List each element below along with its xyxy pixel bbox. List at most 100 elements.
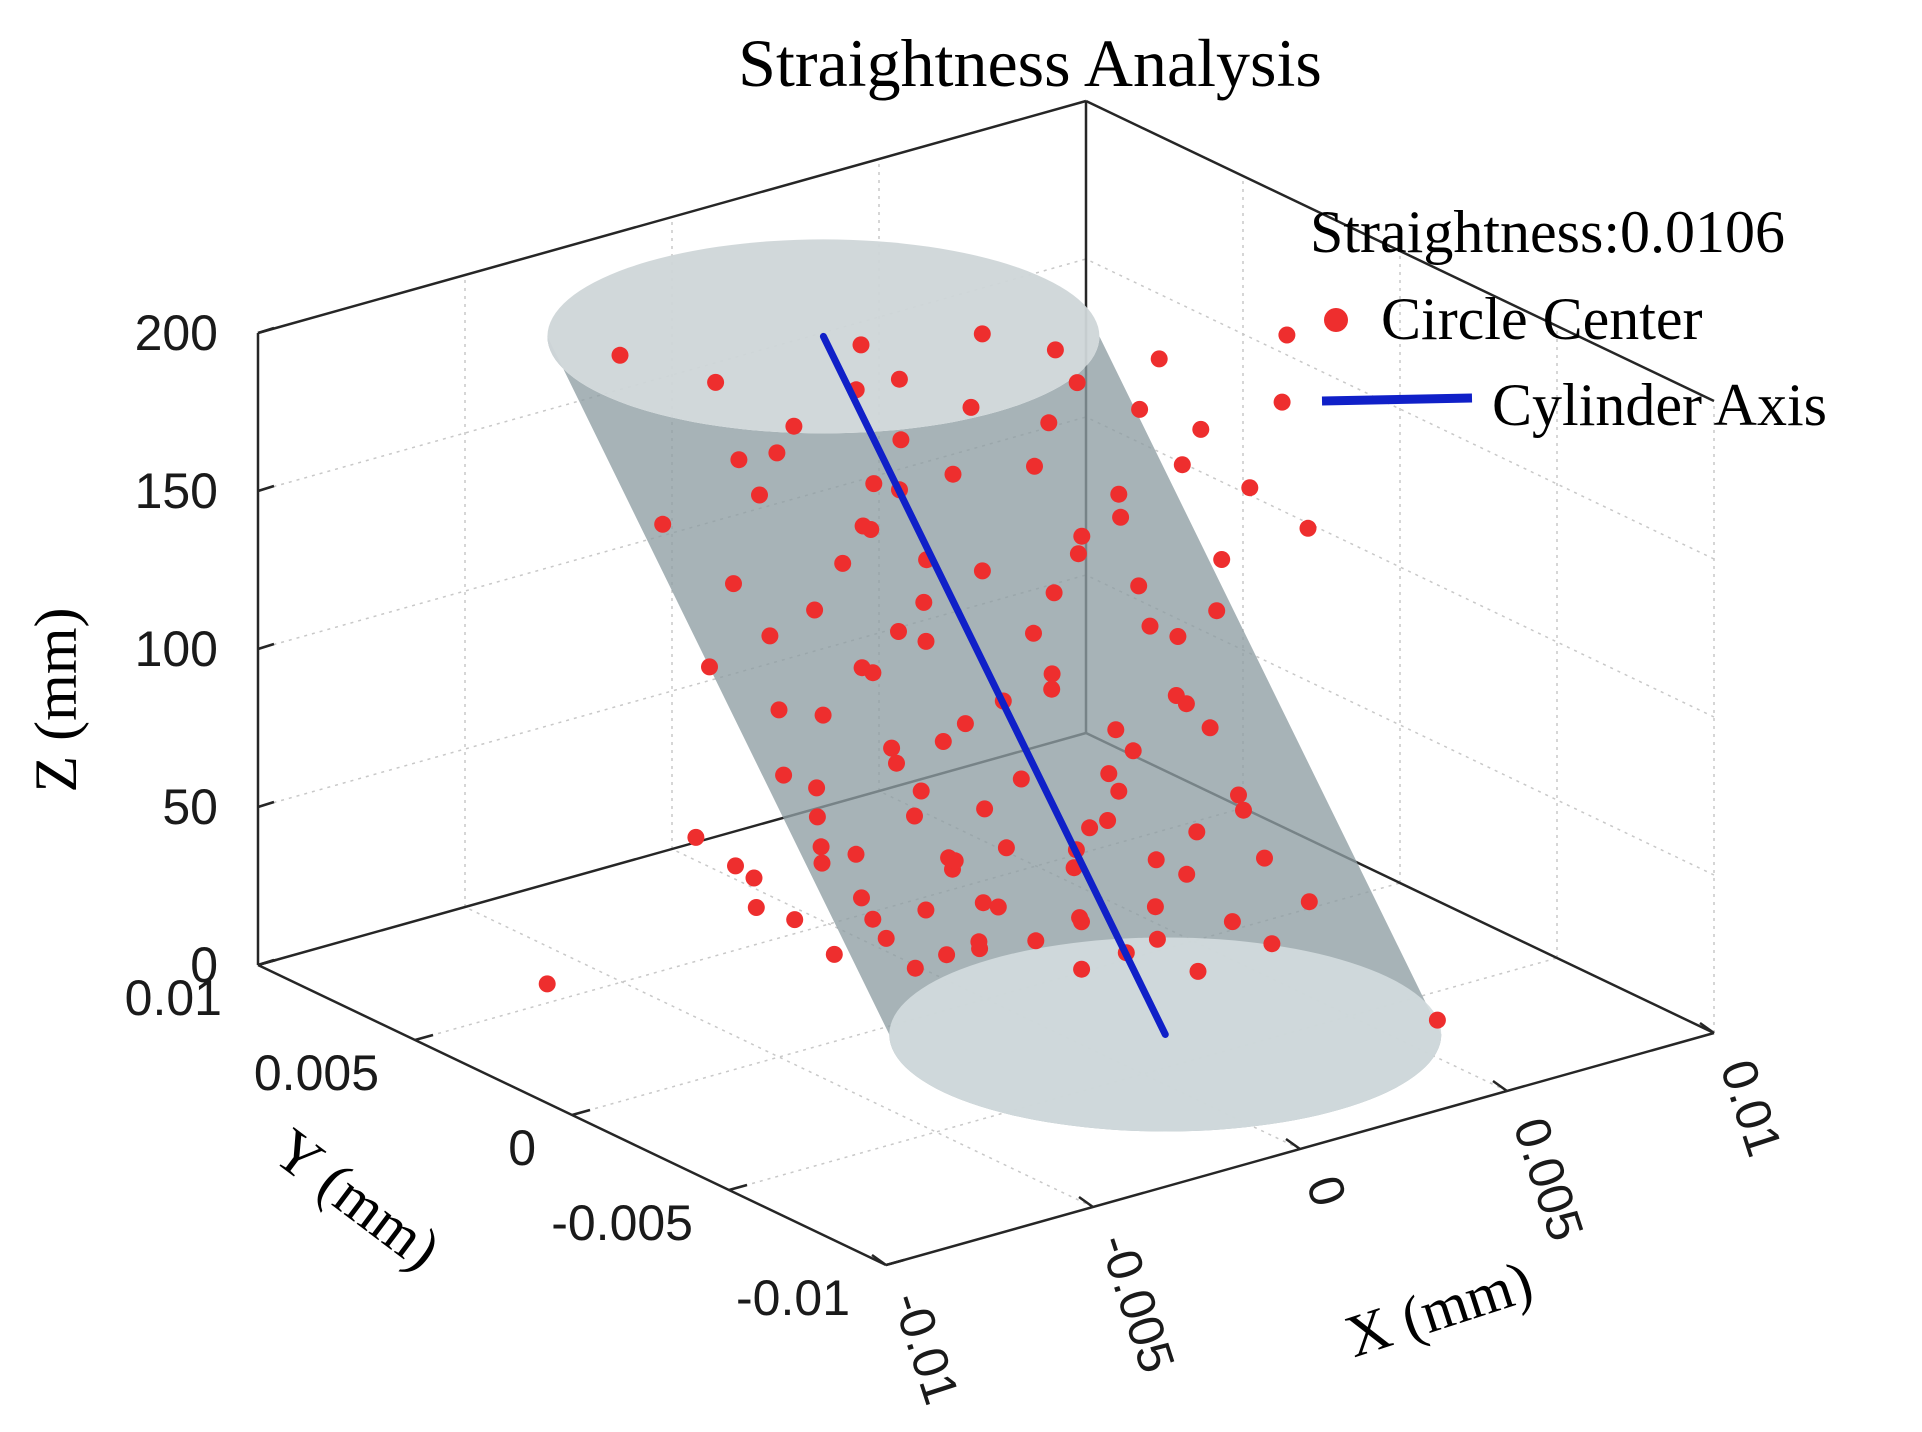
circle-center-point xyxy=(1201,719,1219,737)
circle-center-point xyxy=(976,800,994,818)
circle-center-point xyxy=(538,975,556,993)
circle-center-point xyxy=(1263,935,1281,953)
circle-center-point xyxy=(890,623,907,640)
circle-center-point xyxy=(917,632,935,650)
circle-center-point xyxy=(747,899,765,916)
circle-center-point xyxy=(864,910,882,928)
circle-center-point xyxy=(1131,400,1149,418)
z-tick-mark xyxy=(257,800,275,809)
circle-center-point xyxy=(877,929,895,947)
circle-center-point xyxy=(973,562,991,580)
circle-center-point xyxy=(1073,960,1091,978)
circle-center-point xyxy=(1071,909,1089,927)
circle-center-point xyxy=(974,894,992,912)
y-tick-label: 0 xyxy=(508,1120,536,1176)
circle-center-point xyxy=(1148,930,1166,948)
circle-center-point xyxy=(989,898,1007,916)
cylinder-axis-segment xyxy=(819,332,1169,1038)
circle-center-point xyxy=(654,515,672,533)
circle-center-point xyxy=(1112,508,1130,526)
circle-center-point xyxy=(892,431,910,449)
circle-center-point xyxy=(813,854,831,872)
circle-center-point xyxy=(808,779,826,797)
circle-center-point xyxy=(1043,680,1061,698)
box-edge xyxy=(1085,99,1715,403)
z-axis-label: Z (mm) xyxy=(23,608,89,793)
circle-center-point xyxy=(834,554,852,572)
circle-center-point xyxy=(852,336,870,354)
x-tick-label: 0.01 xyxy=(1710,1053,1793,1163)
circle-center-point xyxy=(611,346,629,364)
z-tick-mark xyxy=(257,326,275,335)
circle-center-point xyxy=(1189,962,1207,980)
circle-center-point xyxy=(865,475,883,493)
circle-center-point xyxy=(917,901,935,919)
straightness-annotation: Straightness:0.0106 xyxy=(1310,199,1785,265)
z-tick-label: 50 xyxy=(162,779,218,835)
circle-center-point xyxy=(1026,457,1043,475)
circle-center-point xyxy=(1299,519,1317,537)
circle-center-point xyxy=(745,869,763,887)
circle-center-point xyxy=(1208,602,1226,620)
circle-center-point xyxy=(973,325,991,343)
circle-center-points xyxy=(538,325,1446,1029)
y-tick-mark xyxy=(571,1108,591,1117)
circle-center-point xyxy=(814,706,832,724)
circle-center-point xyxy=(725,575,742,593)
circle-center-point xyxy=(956,715,974,733)
x-axis-label: X (mm) xyxy=(1337,1248,1540,1370)
legend-label-cylinder-axis: Cylinder Axis xyxy=(1492,372,1827,438)
circle-center-point xyxy=(825,945,843,963)
circle-center-point xyxy=(1130,577,1148,595)
circle-center-point xyxy=(761,627,779,645)
x-tick-mark xyxy=(1492,1079,1508,1093)
circle-center-point xyxy=(768,444,786,462)
circle-center-point xyxy=(1167,687,1185,704)
circle-center-point xyxy=(1213,551,1231,568)
circle-center-point xyxy=(944,465,962,483)
circle-center-point xyxy=(1256,849,1273,867)
circle-center-point xyxy=(934,733,952,750)
z-tick-mark xyxy=(257,642,275,651)
circle-center-point xyxy=(847,845,865,863)
circle-center-point xyxy=(1173,456,1191,474)
circle-center-point xyxy=(946,852,964,870)
z-tick-label: 150 xyxy=(135,463,218,519)
circle-center-point xyxy=(1147,851,1165,869)
circle-center-point xyxy=(1278,326,1296,344)
circle-center-point xyxy=(1027,932,1045,950)
circle-center-point xyxy=(970,933,988,951)
circle-center-point xyxy=(1046,341,1064,359)
circle-center-point xyxy=(1192,420,1210,438)
circle-center-point xyxy=(997,839,1015,857)
circle-center-point xyxy=(1428,1011,1446,1029)
cylinder-axis-line xyxy=(819,332,1169,1038)
circle-center-point xyxy=(1124,742,1142,760)
y-tick-label: 0.005 xyxy=(254,1045,379,1101)
y-tick-mark xyxy=(257,958,277,967)
box-edge xyxy=(257,99,1087,335)
circle-center-point xyxy=(1146,898,1164,916)
circle-center-point xyxy=(1110,782,1128,800)
z-tick-label: 0 xyxy=(190,937,218,993)
circle-center-point xyxy=(915,593,933,611)
circle-center-point xyxy=(808,808,826,826)
x-tick-label: 0 xyxy=(1296,1169,1358,1213)
y-tick-label: -0.005 xyxy=(551,1195,693,1251)
circle-center-point xyxy=(890,370,908,388)
circle-center-point xyxy=(1040,414,1058,432)
circle-center-point xyxy=(1178,865,1196,883)
y-axis-label: Y (mm) xyxy=(262,1116,453,1283)
x-tick-mark xyxy=(1078,1195,1094,1209)
circle-center-point xyxy=(1100,765,1118,783)
circle-center-point xyxy=(701,658,718,676)
y-tick-label: -0.01 xyxy=(736,1270,850,1326)
x-tick-mark xyxy=(871,1253,887,1267)
legend-marker-cylinder-axis xyxy=(1321,393,1473,406)
circle-center-point xyxy=(906,807,923,825)
legend-marker-circle-center xyxy=(1324,308,1348,332)
circle-center-point xyxy=(853,889,870,907)
cylinder-body xyxy=(547,336,1442,1132)
circle-center-point xyxy=(1188,823,1206,841)
circle-center-point xyxy=(906,959,924,977)
